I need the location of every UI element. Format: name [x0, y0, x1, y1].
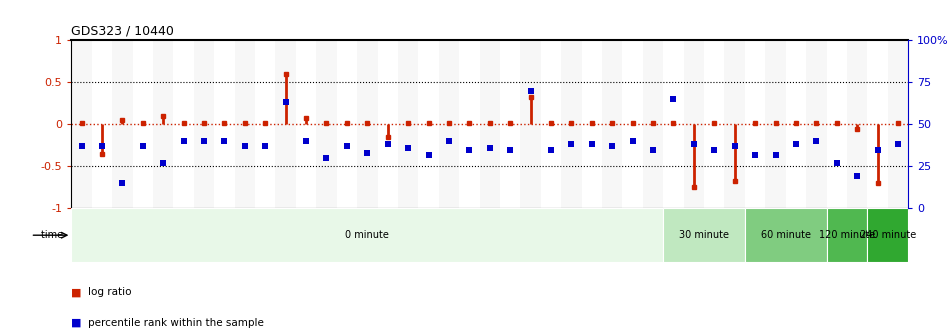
- Bar: [276, 40, 296, 208]
- Text: 120 minute: 120 minute: [819, 230, 875, 240]
- Point: [462, 147, 477, 152]
- Bar: [132, 40, 153, 208]
- Bar: [459, 40, 479, 208]
- Point: [747, 152, 763, 157]
- Bar: [296, 40, 317, 208]
- Bar: [541, 40, 561, 208]
- Point: [197, 138, 212, 144]
- Bar: [684, 40, 704, 208]
- Text: ■: ■: [71, 318, 82, 328]
- Point: [849, 174, 864, 179]
- Bar: [888, 40, 908, 208]
- Point: [299, 138, 314, 144]
- Bar: [826, 40, 847, 208]
- Bar: [91, 40, 112, 208]
- Point: [666, 96, 681, 102]
- Text: 30 minute: 30 minute: [679, 230, 729, 240]
- Bar: [745, 40, 766, 208]
- Point: [728, 143, 743, 149]
- Point: [115, 180, 130, 186]
- Bar: [663, 40, 684, 208]
- Point: [523, 88, 538, 93]
- Point: [543, 147, 558, 152]
- Bar: [378, 40, 398, 208]
- Point: [584, 142, 599, 147]
- Text: 240 minute: 240 minute: [860, 230, 916, 240]
- Point: [808, 138, 824, 144]
- Point: [687, 142, 702, 147]
- Point: [359, 150, 375, 156]
- Bar: [194, 40, 214, 208]
- Point: [278, 100, 293, 105]
- Point: [421, 152, 437, 157]
- Text: time: time: [41, 230, 67, 240]
- Point: [767, 152, 783, 157]
- Text: log ratio: log ratio: [88, 287, 132, 297]
- Point: [319, 155, 334, 161]
- Bar: [337, 40, 357, 208]
- Bar: [725, 40, 745, 208]
- Bar: [745, 208, 826, 262]
- Bar: [479, 40, 500, 208]
- Point: [176, 138, 191, 144]
- Bar: [704, 40, 725, 208]
- Point: [135, 143, 150, 149]
- Point: [217, 138, 232, 144]
- Bar: [214, 40, 235, 208]
- Point: [625, 138, 640, 144]
- Point: [380, 142, 396, 147]
- Bar: [418, 40, 438, 208]
- Bar: [357, 40, 378, 208]
- Point: [890, 142, 905, 147]
- Point: [502, 147, 517, 152]
- Text: ■: ■: [71, 287, 82, 297]
- Bar: [786, 40, 806, 208]
- Bar: [623, 40, 643, 208]
- Bar: [826, 208, 867, 262]
- Bar: [867, 40, 888, 208]
- Point: [258, 143, 273, 149]
- Bar: [71, 40, 91, 208]
- Point: [94, 143, 109, 149]
- Point: [340, 143, 355, 149]
- Text: GDS323 / 10440: GDS323 / 10440: [71, 25, 174, 38]
- Bar: [520, 40, 541, 208]
- Point: [237, 143, 252, 149]
- Bar: [173, 40, 194, 208]
- Point: [74, 143, 89, 149]
- Bar: [317, 40, 337, 208]
- Bar: [806, 40, 826, 208]
- Bar: [500, 40, 520, 208]
- Bar: [582, 40, 602, 208]
- Bar: [561, 40, 582, 208]
- Bar: [643, 40, 663, 208]
- Bar: [602, 40, 623, 208]
- Point: [400, 145, 416, 151]
- Bar: [438, 40, 459, 208]
- Bar: [847, 40, 867, 208]
- Bar: [255, 40, 276, 208]
- Point: [870, 147, 885, 152]
- Bar: [663, 208, 745, 262]
- Point: [564, 142, 579, 147]
- Point: [156, 160, 171, 166]
- Bar: [235, 40, 255, 208]
- Point: [788, 142, 804, 147]
- Point: [605, 143, 620, 149]
- Text: 60 minute: 60 minute: [761, 230, 811, 240]
- Bar: [112, 40, 132, 208]
- Bar: [867, 208, 908, 262]
- Point: [482, 145, 497, 151]
- Bar: [766, 40, 786, 208]
- Text: 0 minute: 0 minute: [345, 230, 389, 240]
- Point: [646, 147, 661, 152]
- Bar: [153, 40, 173, 208]
- Point: [441, 138, 456, 144]
- Bar: [71, 208, 663, 262]
- Point: [829, 160, 844, 166]
- Text: percentile rank within the sample: percentile rank within the sample: [88, 318, 264, 328]
- Point: [707, 147, 722, 152]
- Bar: [398, 40, 418, 208]
